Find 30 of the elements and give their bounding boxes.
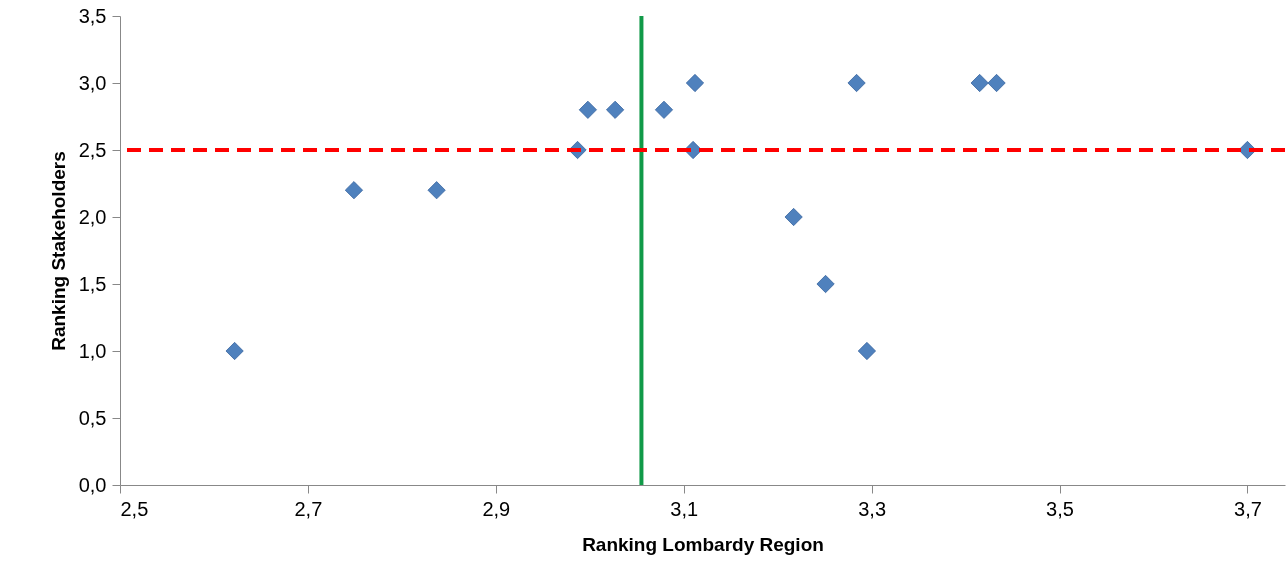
point (578, 100, 597, 119)
y-tick-label: 0,0 (78, 473, 107, 496)
point (816, 274, 835, 294)
point (970, 73, 989, 93)
point (427, 181, 446, 200)
x-axis-title: Ranking Lombardy Region (582, 533, 824, 555)
y-tick-label: 2,5 (78, 138, 107, 161)
point (857, 341, 876, 361)
y-tick-label: 3,0 (78, 71, 107, 94)
x-tick-label: 3,1 (670, 497, 699, 520)
point (606, 100, 625, 119)
x-tick-label: 3,3 (858, 497, 887, 520)
y-tick-label: 3,5 (78, 4, 107, 27)
point (225, 341, 244, 361)
y-tick-label: 1,0 (78, 339, 107, 362)
x-tick-label: 3,7 (1234, 497, 1262, 520)
point (654, 100, 674, 119)
point (847, 73, 866, 93)
x-tick-label: 2,9 (482, 497, 511, 520)
point (784, 207, 803, 227)
x-tick-label: 2,5 (120, 497, 149, 520)
y-axis-title: Ranking Stakeholders (47, 151, 69, 351)
y-tick-label: 2,0 (78, 205, 107, 228)
y-tick-label: 0,5 (78, 406, 107, 429)
point (344, 181, 363, 200)
point (987, 73, 1006, 93)
x-tick-label: 2,7 (294, 497, 323, 520)
y-tick-label: 1,5 (78, 272, 107, 295)
x-tick-label: 3,5 (1046, 497, 1074, 520)
point (685, 73, 705, 93)
